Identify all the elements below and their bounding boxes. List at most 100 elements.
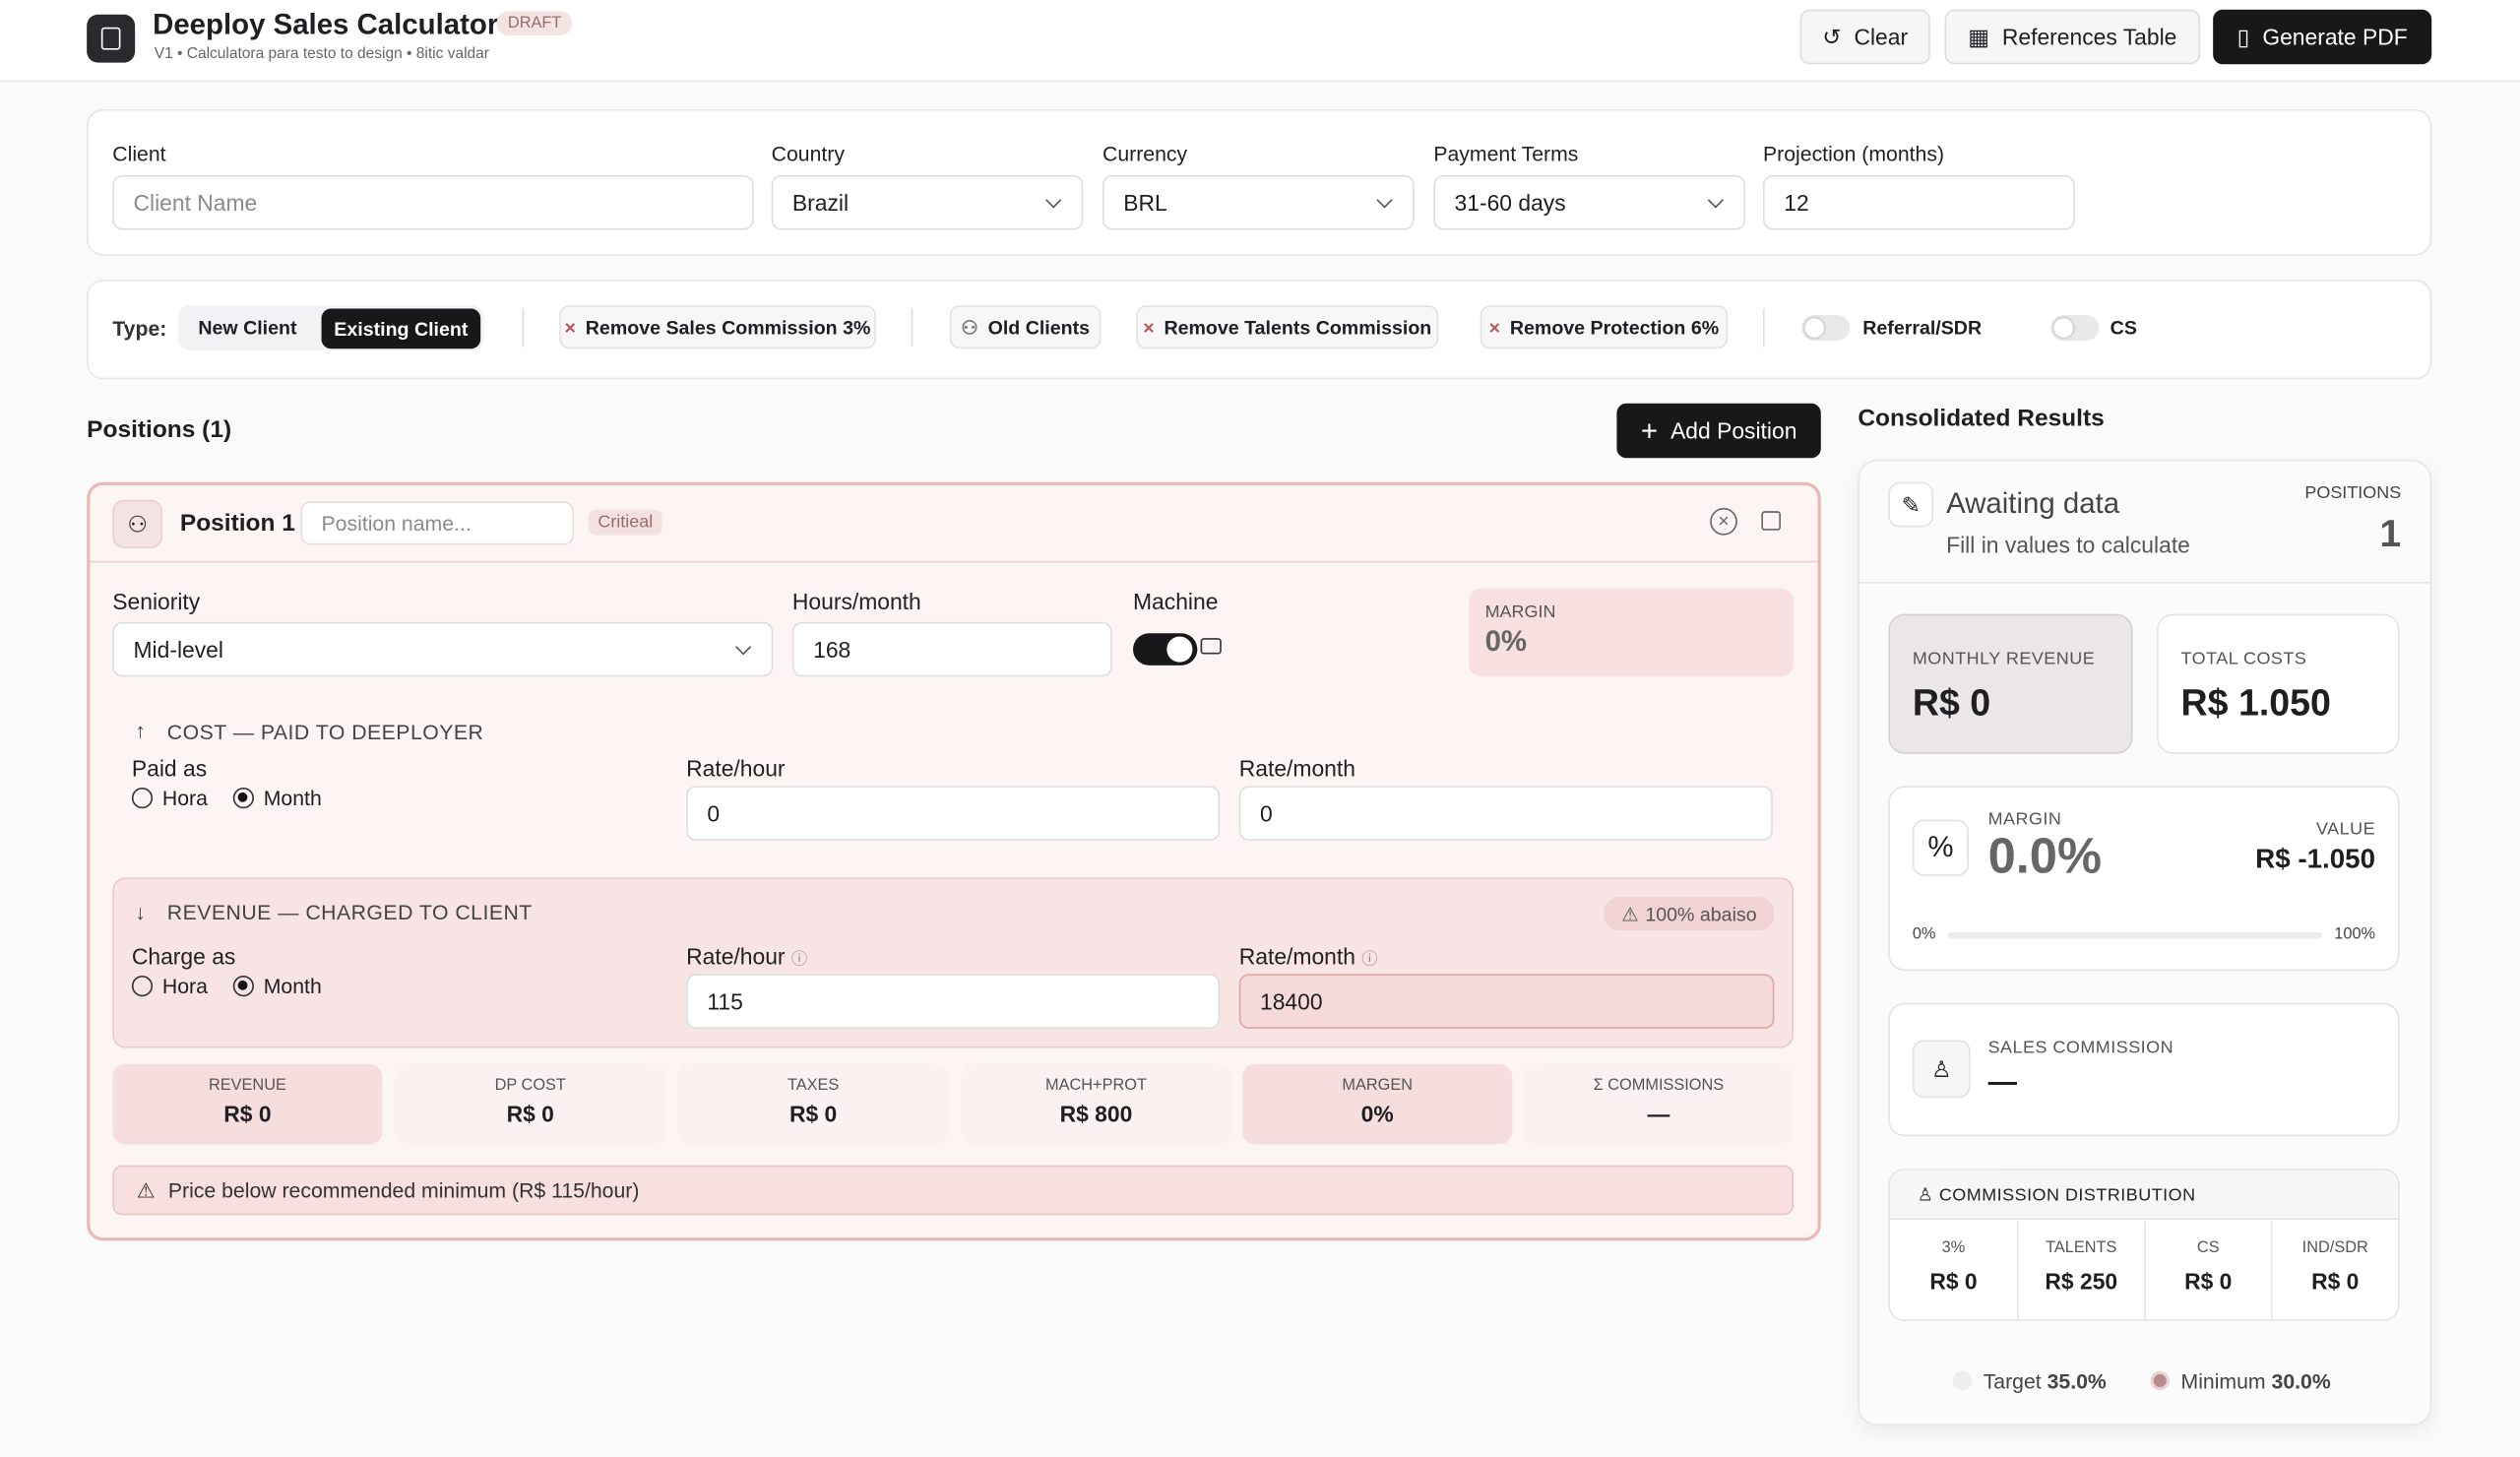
card-value: R$ 1.050 <box>2180 681 2331 724</box>
chip[interactable]: × Remove Protection 6% <box>1480 305 1729 349</box>
positions-label: POSITIONS <box>2304 483 2402 504</box>
referral-toggle[interactable] <box>1801 315 1851 342</box>
decoration <box>1166 636 1193 663</box>
radio[interactable]: Month <box>232 974 322 998</box>
status-title: Awaiting data <box>1946 486 2120 520</box>
column-value: R$ 0 <box>2311 1268 2360 1295</box>
margin-bar <box>1947 931 2323 939</box>
critical-badge: Critieal <box>588 509 663 536</box>
rate-month-input[interactable]: 18400 <box>1238 974 1775 1029</box>
app-subtitle: V1 • Calculatora para testo to design • … <box>154 44 489 63</box>
chip[interactable]: × Remove Sales Commission 3% <box>559 305 876 349</box>
decoration <box>522 308 525 348</box>
duplicate-button[interactable] <box>1761 511 1781 531</box>
status-icon: ✎ <box>1888 481 1934 528</box>
decoration: ⓘ <box>1361 951 1378 970</box>
type-option[interactable]: Existing Client <box>321 308 481 349</box>
column-value: R$ 0 <box>1929 1268 1978 1295</box>
radio[interactable]: Hora <box>131 974 208 998</box>
legend-value: 35.0% <box>2047 1369 2107 1394</box>
cs-toggle[interactable] <box>2050 315 2100 342</box>
field-label: Rate/month <box>1238 755 1355 782</box>
section-title: REVENUE — CHARGED TO CLIENT <box>166 900 533 924</box>
rate-hour-input[interactable]: 0 <box>686 786 1221 841</box>
summary-value: — <box>1647 1101 1670 1127</box>
hours-input[interactable]: 168 <box>791 621 1112 677</box>
seniority-select[interactable]: Mid-level <box>112 621 774 677</box>
decoration: ↑ <box>135 718 146 743</box>
currency-select[interactable]: BRL <box>1102 174 1415 230</box>
decoration: ⓘ <box>790 951 808 970</box>
revenue-card <box>1888 613 2133 754</box>
type-option[interactable]: New Client <box>198 316 297 340</box>
badge-label: 100% abaiso <box>1645 902 1757 925</box>
card-label: MONTHLY REVENUE <box>1912 649 2096 669</box>
commission-label: SALES COMMISSION <box>1987 1038 2174 1058</box>
decoration <box>1858 582 2430 584</box>
field-label: Paid as <box>131 755 208 782</box>
title-text: COMMISSION DISTRIBUTION <box>1938 1185 2196 1206</box>
summary-value: R$ 0 <box>506 1101 554 1127</box>
legend-value: 30.0% <box>2271 1369 2331 1394</box>
status-hint: Fill in values to calculate <box>1946 532 2190 558</box>
add-position-button[interactable]: + Add Position <box>1616 403 1821 459</box>
margin-card <box>1888 786 2400 972</box>
decoration <box>131 976 154 997</box>
legend-item: Minimum 30.0% <box>2181 1369 2331 1393</box>
pdf-button[interactable]: ▯ Generate PDF <box>2213 9 2432 65</box>
warning-text: Price below recommended minimum (R$ 115/… <box>167 1177 640 1203</box>
monitor-icon <box>1200 638 1222 655</box>
legend-label: Minimum <box>2180 1369 2266 1394</box>
decoration <box>90 560 1818 563</box>
summary-box: TAXES R$ 0 <box>677 1063 949 1145</box>
field-label: Currency <box>1102 141 1188 166</box>
country-select[interactable]: Brazil <box>771 174 1084 230</box>
field-label: Charge as <box>131 943 236 970</box>
summary-label: REVENUE <box>208 1076 286 1095</box>
field-label: Country <box>771 141 846 166</box>
toggle-label: Referral/SDR <box>1862 316 1983 340</box>
clear-button[interactable]: ↺ Clear <box>1799 9 1930 65</box>
radio-label: Hora <box>161 974 208 998</box>
field-label: Rate/month ⓘ <box>1239 943 1378 969</box>
position-icon: ⚇ <box>112 499 162 548</box>
icon: ▦ <box>1968 23 1989 49</box>
position-name-input[interactable]: Position name... <box>300 501 574 545</box>
rate-hour-input[interactable]: 115 <box>686 974 1221 1029</box>
decoration <box>1889 1170 2398 1221</box>
projection-input[interactable]: 12 <box>1763 174 2075 230</box>
radio[interactable]: Month <box>232 786 322 810</box>
radio[interactable]: Hora <box>131 786 208 810</box>
summary-box: DP COST R$ 0 <box>395 1063 665 1145</box>
field-label: Hours/month <box>791 588 921 614</box>
chip[interactable]: × Remove Talents Commission <box>1136 305 1439 349</box>
toggle-label: CS <box>2110 316 2137 340</box>
machine-toggle[interactable] <box>1133 633 1198 665</box>
remove-button[interactable]: × <box>1710 507 1737 536</box>
references-button[interactable]: ▦ References Table <box>1944 9 2201 65</box>
decoration: ⚇ <box>961 315 978 339</box>
rate-month-input[interactable]: 0 <box>1238 786 1773 841</box>
client-input[interactable]: Client Name <box>112 174 754 230</box>
summary-box: MARGEN 0% <box>1242 1063 1513 1145</box>
draft-badge: DRAFT <box>496 11 573 35</box>
summary-value: R$ 0 <box>788 1101 838 1127</box>
positions-count: 1 <box>2379 512 2402 556</box>
radio-label: Month <box>263 786 322 810</box>
legend-label: Target <box>1983 1369 2042 1394</box>
payment-select[interactable]: 31-60 days <box>1433 174 1746 230</box>
chip[interactable]: ⚇ Old Clients <box>949 305 1102 349</box>
chip-label: Old Clients <box>987 315 1091 339</box>
margin-value: 0% <box>1484 625 1528 658</box>
decoration: × <box>1143 315 1155 339</box>
decoration <box>232 976 254 997</box>
summary-label: Σ COMMISSIONS <box>1593 1076 1725 1095</box>
chip-label: Remove Sales Commission 3% <box>585 315 871 339</box>
revenue-badge: ⚠ 100% abaiso <box>1604 897 1775 931</box>
card-value: R$ 0 <box>1912 681 1991 724</box>
decoration: ⚠ <box>136 1176 156 1202</box>
costs-card <box>2157 613 2400 754</box>
decoration <box>100 27 121 50</box>
legend-item: Target 35.0% <box>1984 1369 2107 1393</box>
